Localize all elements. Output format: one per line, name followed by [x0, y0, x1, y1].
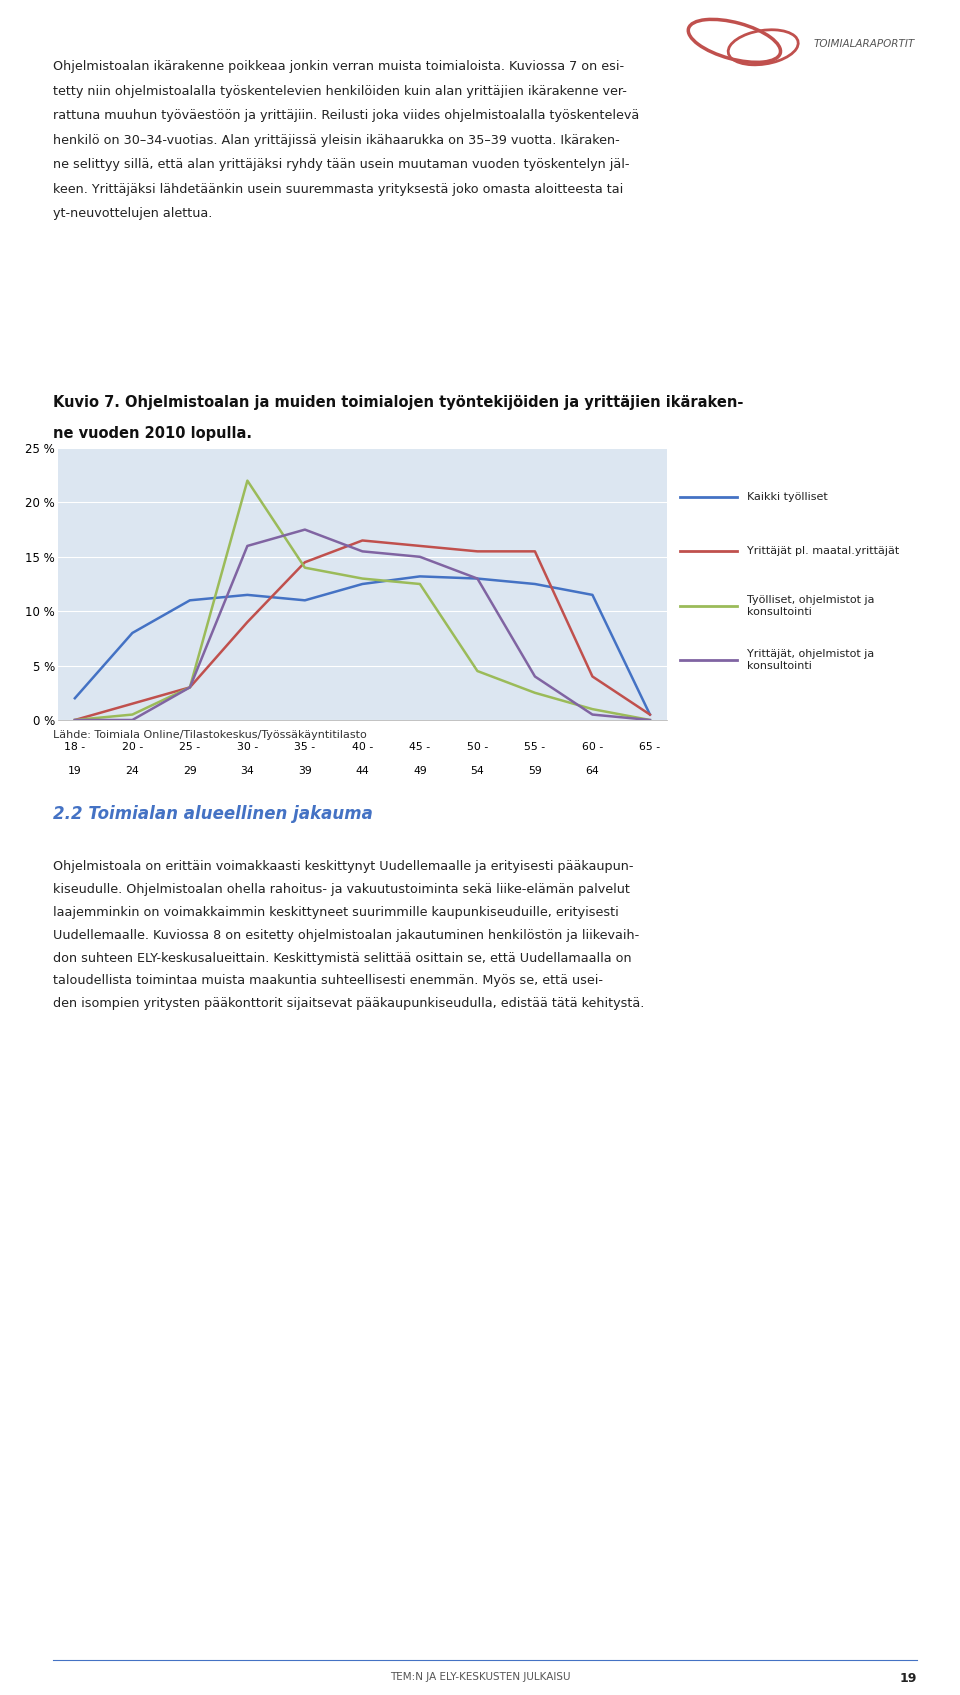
Text: don suhteen ELY-keskusalueittain. Keskittymistä selittää osittain se, että Uudel: don suhteen ELY-keskusalueittain. Keskit…	[53, 951, 632, 964]
Text: Lähde: Toimiala Online/Tilastokeskus/Työssäkäyntitilasto: Lähde: Toimiala Online/Tilastokeskus/Työ…	[53, 731, 367, 741]
Text: 35 -: 35 -	[295, 742, 316, 753]
Text: 55 -: 55 -	[524, 742, 545, 753]
Text: Työlliset, ohjelmistot ja
konsultointi: Työlliset, ohjelmistot ja konsultointi	[747, 595, 875, 617]
Text: 44: 44	[355, 766, 370, 776]
Text: den isompien yritysten pääkonttorit sijaitsevat pääkaupunkiseudulla, edistää tät: den isompien yritysten pääkonttorit sija…	[53, 997, 644, 1010]
Text: TOIMIALARAPORTIT: TOIMIALARAPORTIT	[813, 39, 915, 49]
Text: rattuna muuhun työväestöön ja yrittäjiin. Reilusti joka viides ohjelmistoalalla : rattuna muuhun työväestöön ja yrittäjiin…	[53, 108, 639, 122]
Text: keen. Yrittäjäksi lähdetäänkin usein suuremmasta yrityksestä joko omasta aloitte: keen. Yrittäjäksi lähdetäänkin usein suu…	[53, 183, 623, 197]
Text: 2.2 Toimialan alueellinen jakauma: 2.2 Toimialan alueellinen jakauma	[53, 805, 372, 824]
Text: 20 -: 20 -	[122, 742, 143, 753]
Text: Ohjelmistoala on erittäin voimakkaasti keskittynyt Uudellemaalle ja erityisesti : Ohjelmistoala on erittäin voimakkaasti k…	[53, 859, 634, 873]
Text: 29: 29	[183, 766, 197, 776]
Text: 45 -: 45 -	[409, 742, 430, 753]
Text: 64: 64	[586, 766, 599, 776]
Text: Uudellemaalle. Kuviossa 8 on esitetty ohjelmistoalan jakautuminen henkilöstön ja: Uudellemaalle. Kuviossa 8 on esitetty oh…	[53, 929, 639, 942]
Text: Kuvio 7. Ohjelmistoalan ja muiden toimialojen työntekijöiden ja yrittäjien ikära: Kuvio 7. Ohjelmistoalan ja muiden toimia…	[53, 395, 743, 410]
Text: 19: 19	[900, 1671, 917, 1685]
Text: 39: 39	[298, 766, 312, 776]
Text: henkilö on 30–34-vuotias. Alan yrittäjissä yleisin ikähaarukka on 35–39 vuotta. : henkilö on 30–34-vuotias. Alan yrittäjis…	[53, 134, 619, 147]
Text: 59: 59	[528, 766, 541, 776]
Text: kiseudulle. Ohjelmistoalan ohella rahoitus- ja vakuutustoiminta sekä liike-elämä: kiseudulle. Ohjelmistoalan ohella rahoit…	[53, 883, 630, 897]
Text: Ohjelmistoalan ikärakenne poikkeaa jonkin verran muista toimialoista. Kuviossa 7: Ohjelmistoalan ikärakenne poikkeaa jonki…	[53, 59, 624, 73]
Text: taloudellista toimintaa muista maakuntia suhteellisesti enemmän. Myös se, että u: taloudellista toimintaa muista maakuntia…	[53, 975, 603, 988]
Text: 40 -: 40 -	[351, 742, 373, 753]
Text: Kaikki työlliset: Kaikki työlliset	[747, 492, 828, 502]
Text: 49: 49	[413, 766, 427, 776]
Text: ne vuoden 2010 lopulla.: ne vuoden 2010 lopulla.	[53, 425, 252, 441]
Text: 54: 54	[470, 766, 484, 776]
Text: 30 -: 30 -	[237, 742, 258, 753]
Text: 18 -: 18 -	[64, 742, 85, 753]
Text: TEM:N JA ELY-KESKUSTEN JULKAISU: TEM:N JA ELY-KESKUSTEN JULKAISU	[390, 1671, 570, 1681]
Text: 34: 34	[241, 766, 254, 776]
Text: 25 -: 25 -	[180, 742, 201, 753]
Text: laajemminkin on voimakkaimmin keskittyneet suurimmille kaupunkiseuduille, erityi: laajemminkin on voimakkaimmin keskittyne…	[53, 905, 618, 919]
Text: 65 -: 65 -	[639, 742, 660, 753]
Text: yt-neuvottelujen alettua.: yt-neuvottelujen alettua.	[53, 207, 212, 220]
Text: Yrittäjät, ohjelmistot ja
konsultointi: Yrittäjät, ohjelmistot ja konsultointi	[747, 649, 875, 671]
Text: tetty niin ohjelmistoalalla työskentelevien henkilöiden kuin alan yrittäjien ikä: tetty niin ohjelmistoalalla työskentelev…	[53, 85, 627, 98]
Text: 60 -: 60 -	[582, 742, 603, 753]
Text: 50 -: 50 -	[467, 742, 488, 753]
Text: ne selittyy sillä, että alan yrittäjäksi ryhdy tään usein muutaman vuoden työske: ne selittyy sillä, että alan yrittäjäksi…	[53, 158, 630, 171]
Text: 19: 19	[68, 766, 82, 776]
Text: Yrittäjät pl. maatal.yrittäjät: Yrittäjät pl. maatal.yrittäjät	[747, 546, 900, 556]
Text: 24: 24	[126, 766, 139, 776]
